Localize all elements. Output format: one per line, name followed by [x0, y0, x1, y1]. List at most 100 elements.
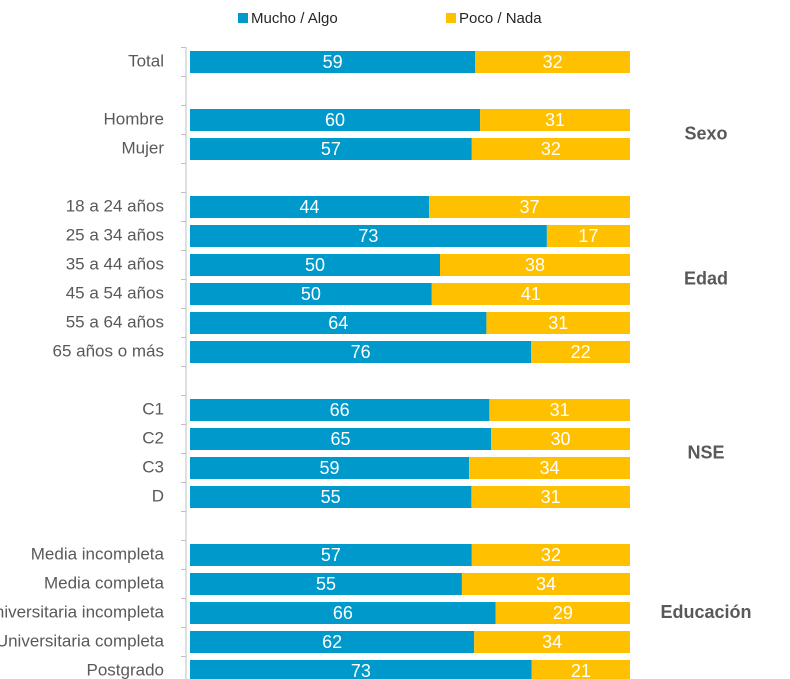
value-label: 32	[543, 52, 563, 72]
value-label: 30	[551, 429, 571, 449]
value-label: 66	[333, 603, 353, 623]
group-label: Sexo	[684, 123, 727, 143]
bar-segment	[469, 457, 630, 479]
category-label: Universitaria incompleta	[0, 602, 165, 621]
bar-segment	[429, 196, 630, 218]
value-label: 44	[299, 197, 319, 217]
value-label: 60	[325, 110, 345, 130]
bar-segment	[461, 573, 630, 595]
value-label: 73	[351, 661, 371, 679]
value-label: 34	[542, 632, 562, 652]
value-label: 17	[578, 226, 598, 246]
value-label: 32	[541, 139, 561, 159]
bar-segment	[190, 660, 532, 679]
category-label: Media incompleta	[31, 544, 165, 563]
group-label: Edad	[684, 268, 728, 288]
value-label: 57	[321, 139, 341, 159]
value-label: 59	[323, 52, 343, 72]
group-label: Educación	[660, 602, 751, 622]
value-label: 50	[305, 255, 325, 275]
group-label: NSE	[687, 442, 724, 462]
value-label: 34	[540, 458, 560, 478]
category-label: 45 a 54 años	[66, 283, 164, 302]
value-label: 64	[328, 313, 348, 333]
value-label: 55	[316, 574, 336, 594]
bar-segment	[190, 196, 430, 218]
value-label: 41	[521, 284, 541, 304]
value-label: 31	[545, 110, 565, 130]
category-label: 25 a 34 años	[66, 225, 164, 244]
bar-segment	[190, 631, 475, 653]
value-label: 50	[301, 284, 321, 304]
bar-segment	[546, 225, 630, 247]
bar-segment	[440, 254, 630, 276]
bar-segment	[471, 138, 630, 160]
value-label: 66	[330, 400, 350, 420]
legend-swatch	[446, 13, 456, 23]
bar-segment	[190, 428, 492, 450]
legend-label: Mucho / Algo	[251, 10, 338, 27]
bar-segment	[474, 631, 630, 653]
category-label: C3	[142, 457, 164, 476]
bar-segment	[190, 109, 481, 131]
value-label: 32	[541, 545, 561, 565]
bar-segment	[190, 573, 462, 595]
bar-segment	[190, 283, 432, 305]
value-label: 76	[351, 342, 371, 362]
category-label: C2	[142, 428, 164, 447]
value-label: 34	[536, 574, 556, 594]
category-label: 35 a 44 años	[66, 254, 164, 273]
category-label: C1	[142, 399, 164, 418]
bar-segment	[531, 341, 630, 363]
bar-segment	[190, 544, 472, 566]
category-label: 65 años o más	[52, 341, 164, 360]
bar-segment	[190, 399, 490, 421]
bar-segment	[475, 51, 630, 73]
bar-segment	[190, 602, 496, 624]
bar-segment	[489, 399, 630, 421]
bar-segment	[531, 660, 630, 679]
value-label: 31	[550, 400, 570, 420]
category-label: Universitaria completa	[0, 631, 165, 650]
value-label: 29	[553, 603, 573, 623]
bar-segment	[190, 312, 487, 334]
category-label: D	[152, 486, 164, 505]
category-label: Media completa	[44, 573, 165, 592]
bar-segment	[190, 254, 440, 276]
category-label: Hombre	[104, 109, 164, 128]
bar-segment	[471, 544, 630, 566]
legend-label: Poco / Nada	[459, 10, 542, 27]
value-label: 37	[519, 197, 539, 217]
category-label: 18 a 24 años	[66, 196, 164, 215]
bar-segment	[471, 486, 630, 508]
bar-segment	[495, 602, 630, 624]
bar-segment	[486, 312, 630, 334]
bar-segment	[480, 109, 630, 131]
bar-segment	[190, 341, 532, 363]
category-label: Mujer	[121, 138, 164, 157]
bar-segment	[431, 283, 630, 305]
value-label: 31	[548, 313, 568, 333]
value-label: 31	[541, 487, 561, 507]
bar-segment	[190, 225, 547, 247]
category-label: Postgrado	[87, 660, 165, 679]
bar-segment	[190, 138, 472, 160]
value-label: 62	[322, 632, 342, 652]
bar-segment	[190, 51, 476, 73]
category-label: Total	[128, 51, 164, 70]
value-label: 55	[321, 487, 341, 507]
value-label: 22	[571, 342, 591, 362]
legend-swatch	[238, 13, 248, 23]
value-label: 73	[358, 226, 378, 246]
value-label: 38	[525, 255, 545, 275]
value-label: 21	[571, 661, 591, 679]
bar-segment	[190, 457, 470, 479]
bar-segment	[190, 486, 472, 508]
value-label: 57	[321, 545, 341, 565]
value-label: 65	[331, 429, 351, 449]
bar-segment	[491, 428, 630, 450]
value-label: 59	[320, 458, 340, 478]
category-label: 55 a 64 años	[66, 312, 164, 331]
